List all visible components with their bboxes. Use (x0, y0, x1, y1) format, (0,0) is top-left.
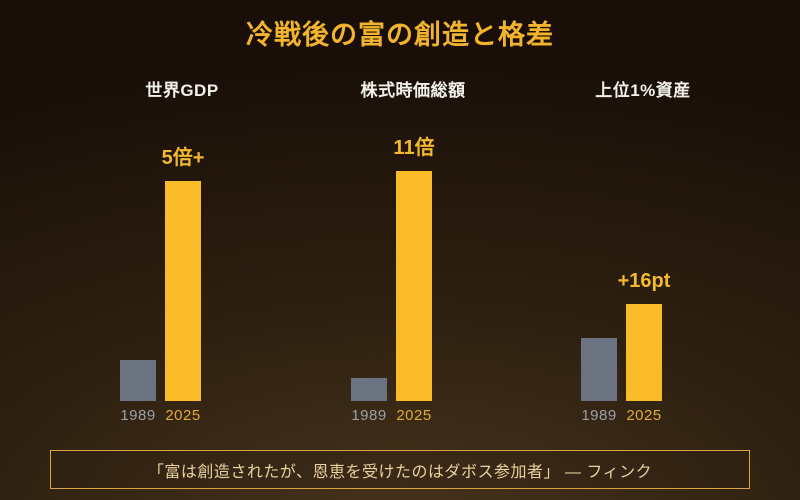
value-annotation-market-cap: 11倍 (393, 137, 435, 159)
bar-row: 1989 5倍+ 2025 (120, 147, 205, 424)
quote-banner: 「富は創造されたが、恩恵を受けたのはダボス参加者」 — フィンク (50, 450, 750, 489)
bar-1989-top1-assets (581, 338, 617, 401)
bar-column-1989: 1989 (581, 338, 617, 423)
year-label-2025: 2025 (165, 407, 201, 424)
bar-2025-market-cap (396, 171, 432, 401)
year-label-1989: 1989 (581, 407, 617, 424)
bar-row: 1989 +16pt 2025 (581, 270, 671, 424)
year-label-1989: 1989 (351, 407, 387, 424)
value-annotation-world-gdp: 5倍+ (161, 147, 205, 169)
year-label-2025: 2025 (626, 407, 662, 424)
chart-group-world-gdp: 世界GDP 1989 5倍+ 2025 (120, 0, 218, 500)
bar-column-1989: 1989 (120, 360, 156, 423)
year-label-2025: 2025 (396, 407, 432, 424)
bar-column-2025: 5倍+ 2025 (162, 147, 205, 424)
group-label-market-cap: 株式時価総額 (360, 81, 466, 100)
bar-1989-world-gdp (120, 360, 156, 401)
group-label-top1-assets: 上位1%資産 (595, 81, 691, 100)
bar-row: 1989 11倍 2025 (351, 137, 435, 424)
page-title: 冷戦後の富の創造と格差 (246, 20, 554, 50)
group-label-world-gdp: 世界GDP (145, 81, 219, 100)
chart-group-top1-assets: 上位1%資産 1989 +16pt 2025 (581, 0, 690, 500)
value-annotation-top1-assets: +16pt (617, 270, 671, 292)
quote-text: 「富は創造されたが、恩恵を受けたのはダボス参加者」 — フィンク (147, 463, 653, 481)
bar-column-1989: 1989 (351, 378, 387, 423)
chart-group-market-cap: 株式時価総額 1989 11倍 2025 (351, 0, 465, 500)
bar-column-2025: 11倍 2025 (393, 137, 434, 424)
bar-1989-market-cap (351, 378, 387, 401)
bar-column-2025: +16pt 2025 (618, 270, 671, 424)
year-label-1989: 1989 (120, 407, 156, 424)
bar-2025-top1-assets (626, 304, 662, 401)
bar-2025-world-gdp (165, 181, 201, 401)
